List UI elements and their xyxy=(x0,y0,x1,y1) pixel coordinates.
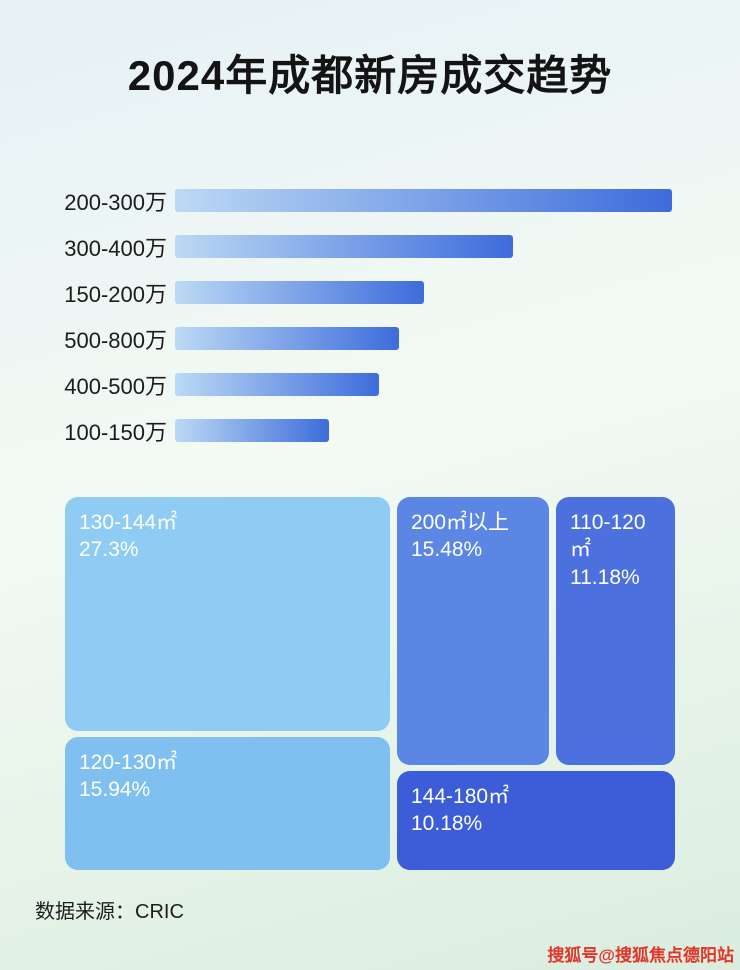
data-source-label: 数据来源：CRIC xyxy=(35,901,184,923)
unit-size-treemap: 130-144㎡ 27.3% 200㎡以上 15.48% 110-120㎡ 11… xyxy=(65,497,675,870)
watermark-text: 搜狐号@搜狐焦点德阳站 xyxy=(547,946,734,965)
treemap-block-pct: 15.94% xyxy=(79,778,151,802)
bar-label: 300-400万 xyxy=(64,235,167,261)
bar xyxy=(175,419,330,442)
bar xyxy=(175,235,513,258)
bar-track xyxy=(175,189,672,212)
bar xyxy=(175,327,399,350)
bar-label: 200-300万 xyxy=(64,189,167,215)
bar xyxy=(175,281,424,304)
bar-label: 150-200万 xyxy=(64,281,167,307)
price-range-bar-chart: 200-300万 300-400万 150-200万 500-800万 400- xyxy=(0,189,740,445)
bar-track xyxy=(175,327,672,350)
treemap-block-pct: 15.48% xyxy=(411,538,483,562)
bar-row: 150-200万 xyxy=(55,281,672,307)
treemap-block-label: 144-180㎡ xyxy=(411,785,510,808)
bar-row: 300-400万 xyxy=(55,235,672,261)
bar-label: 100-150万 xyxy=(64,419,167,445)
bar xyxy=(175,189,672,212)
treemap-block-130-144: 130-144㎡ 27.3% xyxy=(65,497,390,731)
bar-label: 500-800万 xyxy=(64,327,167,353)
treemap-block-label: 120-130㎡ xyxy=(79,751,178,774)
bar-label: 400-500万 xyxy=(64,373,167,399)
treemap-block-label: 110-120㎡ xyxy=(570,511,646,562)
treemap-block-pct: 11.18% xyxy=(570,565,640,589)
bar-track xyxy=(175,419,672,442)
bar-track xyxy=(175,373,672,396)
bar xyxy=(175,373,379,396)
page-title: 2024年成都新房成交趋势 xyxy=(127,52,613,99)
treemap-block-144-180: 144-180㎡ 10.18% xyxy=(397,771,675,870)
treemap-block-120-130: 120-130㎡ 15.94% xyxy=(65,737,390,870)
treemap-block-pct: 10.18% xyxy=(411,812,483,836)
bar-row: 500-800万 xyxy=(55,327,672,353)
bar-row: 400-500万 xyxy=(55,373,672,399)
treemap-block-label: 200㎡以上 xyxy=(411,511,510,534)
treemap-block-200-plus: 200㎡以上 15.48% xyxy=(397,497,549,765)
treemap-block-110-120: 110-120㎡ 11.18% xyxy=(556,497,675,765)
treemap-block-pct: 27.3% xyxy=(79,538,139,562)
bar-track xyxy=(175,281,672,304)
bar-track xyxy=(175,235,672,258)
bar-row: 100-150万 xyxy=(55,419,672,445)
treemap-block-label: 130-144㎡ xyxy=(79,511,178,534)
bar-row: 200-300万 xyxy=(55,189,672,215)
